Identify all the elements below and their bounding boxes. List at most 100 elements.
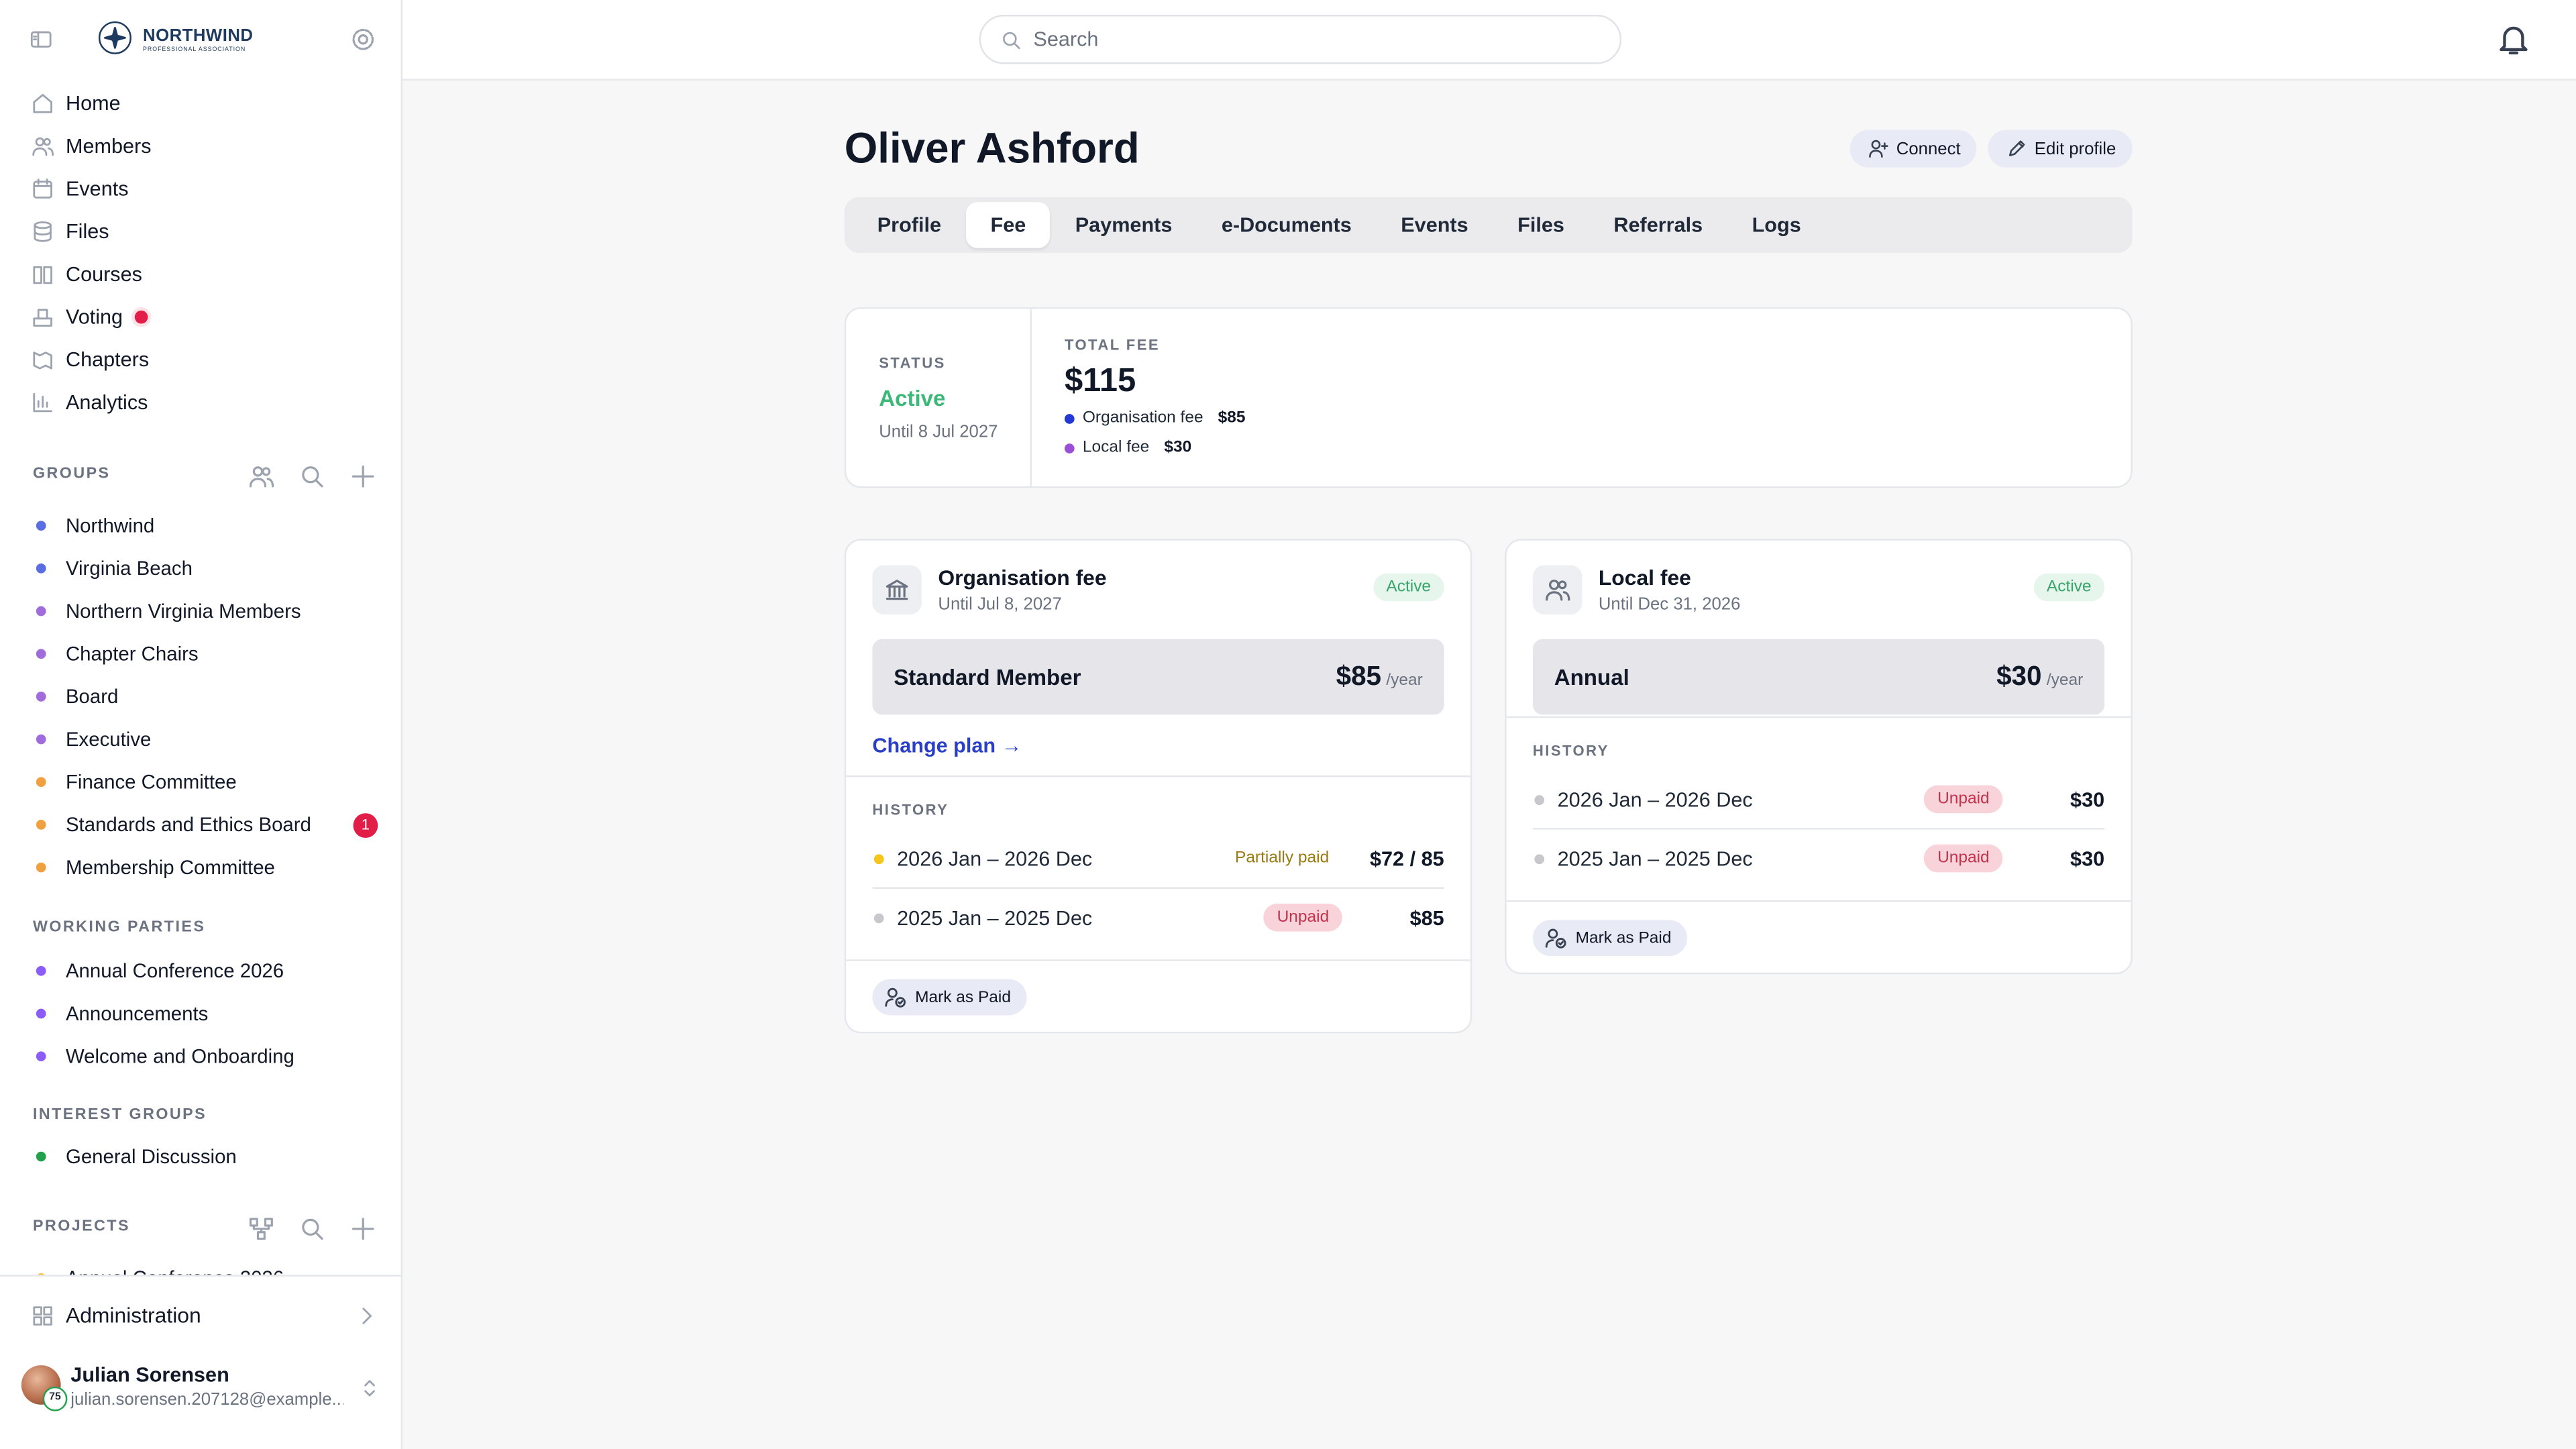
settings-button[interactable]	[350, 26, 376, 52]
group-dot	[36, 1008, 46, 1019]
action-icon	[2009, 140, 2026, 156]
history-row: 2025 Jan – 2025 Dec Unpaid $30	[1532, 828, 2105, 887]
action-button[interactable]: Edit profile	[1988, 129, 2133, 168]
search-box[interactable]: Search	[979, 15, 1622, 64]
tab[interactable]: e-Documents	[1221, 213, 1352, 237]
fee-card: Organisation fee Until Jul 8, 2027 Active S…	[844, 539, 1472, 1034]
icon-shape	[358, 34, 368, 45]
nav-icon	[32, 137, 54, 156]
section-search[interactable]	[299, 464, 325, 490]
section-add[interactable]	[350, 464, 376, 490]
nav-icon	[33, 392, 52, 413]
section-title: WORKING PARTIES	[32, 918, 206, 936]
group-item[interactable]: Executive	[23, 723, 378, 756]
nav-item[interactable]: Files	[23, 215, 378, 248]
search-placeholder: Search	[1033, 28, 1099, 51]
group-item[interactable]: Annual Conference 2026	[23, 1262, 378, 1275]
group-item[interactable]: Membership Committee	[23, 851, 378, 884]
tab[interactable]: Logs	[1752, 213, 1801, 237]
icon-shape	[2500, 26, 2528, 55]
nav-item[interactable]: Home	[23, 87, 378, 120]
group-label: General Discussion	[65, 1144, 237, 1169]
top-bar: Search	[402, 0, 2576, 81]
icon-shape	[1545, 939, 1554, 948]
history-period: 2026 Jan – 2026 Dec	[897, 847, 1093, 870]
tab[interactable]: Payments	[1075, 213, 1173, 237]
total-label: TOTAL FEE	[1064, 337, 1161, 354]
tab[interactable]: Profile	[877, 213, 942, 237]
icon-shape	[1546, 591, 1563, 601]
group-item[interactable]: Announcements	[23, 998, 378, 1030]
group-item[interactable]: Virginia Beach	[23, 552, 378, 585]
tab[interactable]: Fee	[965, 202, 1051, 248]
section-search[interactable]	[299, 1216, 325, 1242]
nav-label: Voting	[65, 305, 123, 329]
nav-item[interactable]: Members	[23, 129, 378, 162]
section-add[interactable]	[350, 1216, 376, 1242]
group-label: Annual Conference 2026	[66, 1267, 284, 1275]
profile-actions: Connect Edit profile	[1850, 129, 2133, 168]
status-until: Until 8 Jul 2027	[879, 422, 998, 442]
plan-period: /year	[2046, 671, 2084, 690]
icon-shape	[32, 147, 48, 156]
plan-period: /year	[1386, 671, 1423, 690]
tab[interactable]: Files	[1517, 213, 1564, 237]
breakdown-row: Local fee $30	[1064, 438, 1191, 457]
group-item[interactable]: Chapter Chairs	[23, 637, 378, 670]
nav-item[interactable]: Analytics	[23, 386, 378, 419]
divider	[1030, 309, 1032, 486]
history-amount: $85	[1409, 906, 1444, 929]
alert-dot	[134, 310, 148, 324]
group-dot	[36, 564, 46, 574]
tab[interactable]: Events	[1401, 213, 1468, 237]
change-plan-link[interactable]: Change plan →	[872, 734, 1022, 757]
icon-shape	[43, 1306, 52, 1316]
admin-link[interactable]: Administration	[23, 1299, 384, 1332]
mark-paid-button[interactable]: Mark as Paid	[872, 979, 1028, 1016]
nav-item[interactable]: Voting	[23, 301, 378, 333]
fee-footer: Mark as Paid	[1506, 900, 2131, 973]
icon-shape	[1558, 580, 1567, 590]
group-item[interactable]: Standards and Ethics Board 1	[23, 808, 378, 841]
logo-star	[104, 26, 126, 49]
group-item[interactable]: Board	[23, 680, 378, 713]
nav-label: Members	[65, 134, 152, 158]
icon-shape	[352, 465, 374, 488]
group-item[interactable]: Welcome and Onboarding	[23, 1040, 378, 1073]
icon-shape	[33, 266, 52, 284]
group-label: Annual Conference 2026	[65, 959, 284, 983]
plan-name: Annual	[1554, 664, 1629, 690]
group-item[interactable]: Northern Virginia Members	[23, 595, 378, 628]
fee-icon	[872, 565, 922, 614]
nav-item[interactable]: Events	[23, 172, 378, 205]
total: $115	[1064, 363, 1136, 400]
notifications[interactable]	[2496, 21, 2532, 58]
plan-name: Standard Member	[894, 664, 1081, 690]
group-dot	[36, 692, 46, 702]
group-item[interactable]: Northwind	[23, 509, 378, 542]
tab[interactable]: Referrals	[1613, 213, 1703, 237]
nav-item[interactable]: Courses	[23, 258, 378, 290]
fee-title: Local fee	[1598, 565, 1691, 590]
section-members[interactable]	[248, 1216, 274, 1242]
action-button[interactable]: Connect	[1850, 129, 1978, 168]
group-item[interactable]: Annual Conference 2026	[23, 955, 378, 987]
history-period: 2025 Jan – 2025 Dec	[897, 906, 1093, 929]
status: Active	[879, 386, 946, 411]
breakdown-label: Local fee	[1082, 438, 1150, 457]
history-status: Unpaid	[1924, 785, 2003, 814]
group-item[interactable]: General Discussion	[23, 1140, 378, 1173]
group-item[interactable]: Finance Committee	[23, 765, 378, 798]
history-label: HISTORY	[872, 802, 949, 818]
icon-shape	[34, 224, 52, 242]
sidebar-toggle[interactable]	[30, 28, 52, 51]
admin-label: Administration	[65, 1303, 201, 1328]
user-menu[interactable]: 75 Julian Sorensen julian.sorensen.207128@…	[16, 1358, 387, 1417]
breakdown-dot	[1064, 413, 1075, 423]
group-dot	[36, 734, 46, 745]
level: 75	[42, 1386, 68, 1411]
section-members[interactable]	[248, 464, 274, 490]
nav-item[interactable]: Chapters	[23, 343, 378, 376]
icon-shape	[104, 26, 126, 49]
mark-paid-button[interactable]: Mark as Paid	[1532, 920, 1688, 957]
